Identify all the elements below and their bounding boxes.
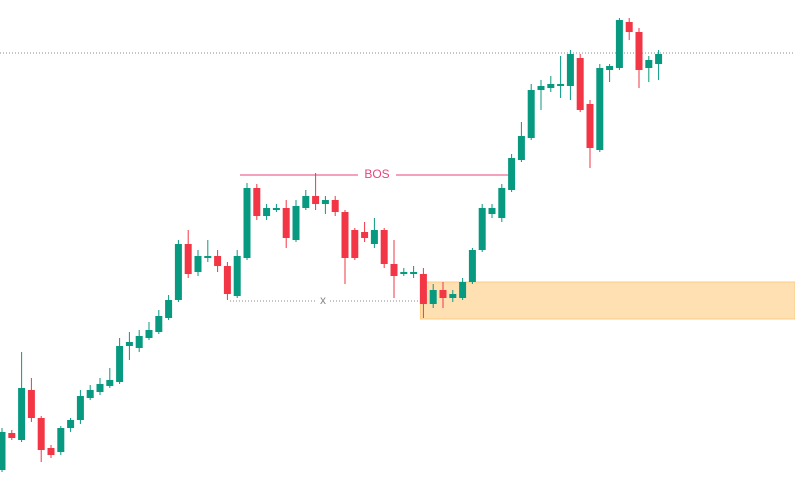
candle-body (302, 196, 310, 208)
candle-body (498, 188, 506, 218)
candle-body (18, 388, 26, 440)
candle-body (370, 230, 378, 244)
candle-body (341, 212, 349, 258)
candle-body (331, 200, 339, 212)
liquidity-label: x (320, 293, 326, 307)
candle-body (67, 420, 75, 428)
candle-body (145, 330, 153, 338)
candle-body (312, 196, 320, 204)
candle-body (96, 384, 104, 392)
candle-body (410, 272, 418, 274)
candle-body (57, 428, 65, 452)
candle-body (468, 250, 476, 282)
candle-body (223, 266, 231, 294)
candle-body (125, 342, 133, 346)
candle-body (361, 232, 369, 238)
candle-body (351, 230, 359, 258)
candle-body (243, 188, 251, 258)
candle-body (184, 244, 192, 274)
candle-body (165, 300, 173, 318)
candle-body (439, 290, 447, 298)
candle-body (576, 58, 584, 110)
candle-body (635, 32, 643, 70)
candle-body (566, 54, 574, 86)
candle-body (596, 68, 604, 150)
candle-body (214, 256, 222, 266)
candle-body (478, 208, 486, 250)
candle-body (155, 316, 163, 332)
candle-body (615, 20, 623, 68)
candle-body (400, 272, 408, 274)
candle-body (321, 200, 329, 204)
candle-body (292, 206, 300, 240)
candle-body (8, 433, 16, 438)
candle-body (272, 208, 280, 210)
candle-body (459, 282, 467, 298)
candle-body (86, 390, 94, 398)
candle-body (655, 54, 663, 64)
candle-body (449, 294, 457, 298)
candle-body (204, 256, 212, 258)
candle-body (282, 208, 290, 238)
candle-body (106, 380, 114, 386)
candle-body (0, 432, 6, 470)
candle-body (527, 90, 535, 138)
demand-zone (419, 281, 795, 320)
candle-body (76, 396, 84, 420)
candle-body (174, 244, 182, 300)
candle-body (390, 264, 398, 276)
candle-body (116, 346, 124, 382)
candle-body (508, 158, 516, 190)
candle-body (194, 256, 202, 272)
candle-body (380, 230, 388, 264)
candle-body (586, 104, 594, 148)
candle-body (37, 418, 45, 450)
candle-body (557, 84, 565, 86)
candle-body (263, 208, 271, 216)
candle-body (27, 390, 35, 418)
bos-label: BOS (364, 167, 389, 181)
candle-body (253, 188, 261, 216)
candle-body (517, 136, 525, 160)
candle-body (537, 86, 545, 90)
candle-body (135, 336, 143, 348)
candle-body (488, 208, 496, 214)
candle-body (233, 256, 241, 296)
candle-body (419, 274, 427, 304)
candle-body (645, 60, 653, 68)
candle-body (606, 66, 614, 70)
candle-body (47, 448, 55, 455)
candle-body (429, 290, 437, 304)
candle-body (625, 22, 633, 32)
candle-body (547, 84, 555, 88)
